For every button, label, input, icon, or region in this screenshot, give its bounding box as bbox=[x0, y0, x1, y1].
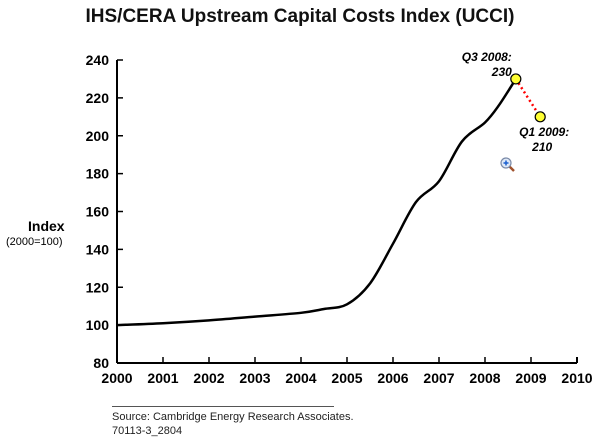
x-tick-label: 2010 bbox=[561, 370, 592, 386]
y-tick-label: 160 bbox=[86, 204, 110, 220]
chart-title: IHS/CERA Upstream Capital Costs Index (U… bbox=[85, 6, 515, 27]
x-tick-label: 2008 bbox=[469, 370, 500, 386]
source-divider bbox=[112, 406, 334, 407]
x-tick-label: 2003 bbox=[239, 370, 270, 386]
y-tick-label: 80 bbox=[93, 355, 109, 371]
series-line-ucci bbox=[116, 78, 517, 327]
figure-code: 70113-3_2804 bbox=[112, 425, 183, 437]
data-marker bbox=[534, 111, 546, 123]
annotation-label: Q3 2008: bbox=[462, 50, 512, 64]
source-text: Source: Cambridge Energy Research Associ… bbox=[112, 411, 354, 423]
x-tick-label: 2000 bbox=[101, 370, 132, 386]
x-tick-label: 2006 bbox=[377, 370, 408, 386]
x-tick-label: 2005 bbox=[331, 370, 362, 386]
y-tick-label: 220 bbox=[86, 90, 110, 106]
y-axis-label: Index bbox=[28, 218, 65, 234]
y-tick-label: 120 bbox=[86, 279, 110, 295]
data-marker bbox=[510, 73, 522, 85]
x-tick-label: 2002 bbox=[193, 370, 224, 386]
y-axis-sublabel: (2000=100) bbox=[6, 236, 63, 248]
annotation-value: 230 bbox=[491, 65, 512, 79]
projection-line bbox=[514, 78, 542, 118]
x-tick-label: 2004 bbox=[285, 370, 316, 386]
y-tick-label: 180 bbox=[86, 166, 110, 182]
annotation-label: Q1 2009: bbox=[519, 125, 569, 139]
x-tick-label: 2001 bbox=[147, 370, 178, 386]
source-note: Source: Cambridge Energy Research Associ… bbox=[112, 410, 354, 438]
y-tick-label: 200 bbox=[86, 128, 110, 144]
y-tick-label: 140 bbox=[86, 241, 110, 257]
x-tick-label: 2007 bbox=[423, 370, 454, 386]
zoom-icon[interactable] bbox=[500, 157, 515, 172]
x-tick-label: 2009 bbox=[515, 370, 546, 386]
annotation-value: 210 bbox=[531, 140, 552, 154]
y-tick-label: 100 bbox=[86, 317, 110, 333]
y-tick-label: 240 bbox=[86, 52, 110, 68]
